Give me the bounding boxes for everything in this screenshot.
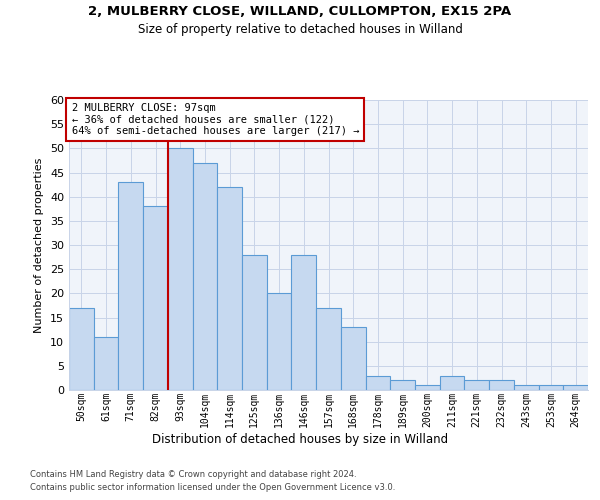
Bar (489, 380, 514, 390)
Bar (94, 337, 118, 390)
Bar (168, 148, 193, 390)
Text: Distribution of detached houses by size in Willand: Distribution of detached houses by size … (152, 432, 448, 446)
Bar (267, 294, 292, 390)
Text: 2, MULBERRY CLOSE, WILLAND, CULLOMPTON, EX15 2PA: 2, MULBERRY CLOSE, WILLAND, CULLOMPTON, … (88, 5, 512, 18)
Bar (341, 327, 365, 390)
Bar (69, 308, 94, 390)
Bar (365, 376, 390, 390)
Bar (539, 385, 563, 390)
Bar (440, 376, 464, 390)
Y-axis label: Number of detached properties: Number of detached properties (34, 158, 44, 332)
Bar (415, 385, 440, 390)
Bar (118, 182, 143, 390)
Bar (242, 254, 267, 390)
Bar (217, 187, 242, 390)
Text: 2 MULBERRY CLOSE: 97sqm
← 36% of detached houses are smaller (122)
64% of semi-d: 2 MULBERRY CLOSE: 97sqm ← 36% of detache… (71, 103, 359, 136)
Bar (316, 308, 341, 390)
Text: Contains public sector information licensed under the Open Government Licence v3: Contains public sector information licen… (30, 482, 395, 492)
Bar (514, 385, 539, 390)
Bar (143, 206, 168, 390)
Bar (193, 163, 217, 390)
Bar (292, 254, 316, 390)
Bar (464, 380, 489, 390)
Text: Size of property relative to detached houses in Willand: Size of property relative to detached ho… (137, 22, 463, 36)
Bar (563, 385, 588, 390)
Text: Contains HM Land Registry data © Crown copyright and database right 2024.: Contains HM Land Registry data © Crown c… (30, 470, 356, 479)
Bar (390, 380, 415, 390)
